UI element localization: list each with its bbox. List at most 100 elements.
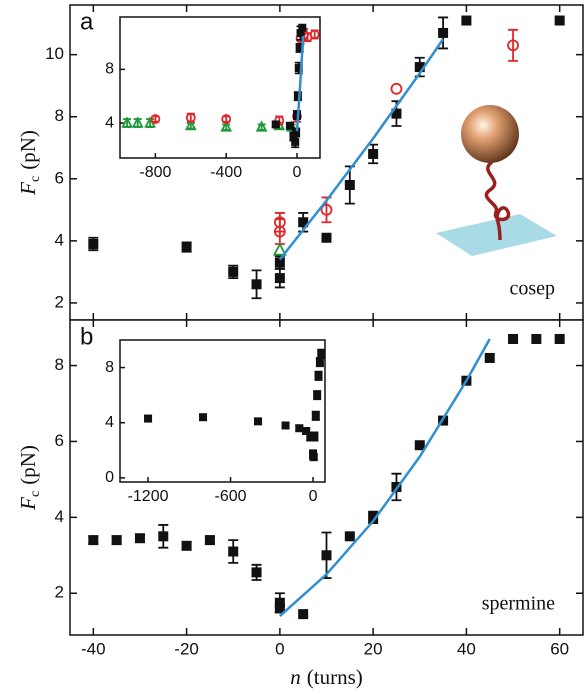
y-tick-label: 6 xyxy=(55,431,64,450)
fit-line xyxy=(279,338,491,617)
square-marker xyxy=(461,15,472,26)
label-symbol: n xyxy=(290,665,301,689)
x-tick-label: 0 xyxy=(309,488,318,505)
triangle-marker xyxy=(255,120,268,132)
label-unit: (turns) xyxy=(307,665,363,689)
square-marker xyxy=(391,108,402,119)
label-symbol: F xyxy=(16,182,40,196)
circle-marker xyxy=(150,114,161,124)
square-marker xyxy=(111,535,122,546)
bead-illustration xyxy=(436,105,557,256)
y-axis-label: Fc (pN) xyxy=(16,445,43,511)
error-bar xyxy=(257,123,266,131)
square-marker xyxy=(311,411,320,420)
label-unit: (pN) xyxy=(16,445,40,485)
square-marker xyxy=(296,29,305,38)
annotation: cosep xyxy=(509,278,555,300)
square-marker xyxy=(368,512,379,523)
label-unit: (pN) xyxy=(16,130,40,170)
square-marker xyxy=(295,424,304,433)
square-marker xyxy=(531,333,542,344)
inset-panel: 4 8 -800 -400 0 xyxy=(105,16,321,181)
square-marker xyxy=(317,349,326,358)
y-tick-label: 6 xyxy=(55,168,64,187)
square-marker xyxy=(274,273,285,284)
square-marker xyxy=(134,533,145,544)
square-marker xyxy=(414,440,425,451)
square-marker xyxy=(274,597,285,608)
x-tick-label: -20 xyxy=(174,639,199,658)
x-tick-label: 40 xyxy=(457,639,476,658)
y-tick-label: 4 xyxy=(105,114,114,131)
inset-panel: 0 4 8 -1200 -600 0 xyxy=(105,339,326,505)
x-tick-label: -600 xyxy=(215,488,247,505)
y-tick-label: 0 xyxy=(105,469,114,486)
circle-marker xyxy=(273,216,286,229)
triangle-marker xyxy=(272,242,287,256)
square-marker xyxy=(228,546,239,557)
square-marker xyxy=(285,121,294,130)
square-marker xyxy=(321,232,332,243)
square-marker xyxy=(295,43,304,52)
square-marker xyxy=(144,414,153,423)
square-marker xyxy=(181,242,192,253)
dna-tether xyxy=(484,160,511,241)
circle-marker xyxy=(185,112,196,123)
annotation: spermine xyxy=(482,593,555,615)
surface xyxy=(436,214,557,256)
x-tick-label: -800 xyxy=(139,164,171,181)
square-marker xyxy=(554,15,565,26)
x-tick-label: 0 xyxy=(293,164,302,181)
triangle-marker xyxy=(121,116,133,128)
panel-label: a xyxy=(80,8,94,35)
square-marker xyxy=(228,266,239,277)
triangle-marker xyxy=(131,116,144,128)
square-marker xyxy=(251,279,262,290)
square-marker xyxy=(306,432,315,441)
triangle-marker xyxy=(184,119,197,131)
square-marker xyxy=(313,391,322,400)
bead xyxy=(461,105,519,163)
y-axis-label: Fc (pN) xyxy=(16,130,43,196)
square-marker xyxy=(204,535,215,546)
panel-label: b xyxy=(80,323,93,350)
square-marker xyxy=(88,238,99,249)
square-marker xyxy=(88,535,99,546)
y-tick-label: 8 xyxy=(55,355,64,374)
y-tick-label: 4 xyxy=(105,414,114,431)
square-marker xyxy=(274,257,285,268)
y-tick-label: 4 xyxy=(55,230,64,249)
square-marker xyxy=(281,421,290,430)
square-marker xyxy=(414,62,425,73)
square-marker xyxy=(554,333,565,344)
error-bar xyxy=(222,123,231,131)
square-marker xyxy=(251,567,262,578)
square-marker xyxy=(293,92,302,101)
y-tick-label: 2 xyxy=(55,583,64,602)
square-marker xyxy=(294,64,303,73)
fit-line xyxy=(295,35,305,132)
circle-marker xyxy=(221,114,232,124)
square-marker xyxy=(344,180,355,190)
y-tick-label: 8 xyxy=(105,61,114,78)
circle-marker xyxy=(320,203,333,216)
label-subscript: c xyxy=(28,491,43,497)
triangle-marker xyxy=(220,120,233,132)
square-marker xyxy=(298,609,309,620)
x-tick-label: -400 xyxy=(210,164,242,181)
square-marker xyxy=(199,413,208,422)
label-symbol: F xyxy=(16,497,40,511)
error-bar xyxy=(508,28,519,62)
x-axis-label: n (turns) xyxy=(290,665,363,689)
x-tick-label: -1200 xyxy=(128,488,169,505)
x-tick-label: 20 xyxy=(364,639,383,658)
y-tick-label: 4 xyxy=(55,507,64,526)
error-bar xyxy=(274,212,285,233)
square-marker xyxy=(315,358,324,367)
square-marker xyxy=(321,550,332,561)
error-bar xyxy=(186,122,195,130)
x-tick-label: -40 xyxy=(81,639,106,658)
square-marker xyxy=(508,333,519,344)
